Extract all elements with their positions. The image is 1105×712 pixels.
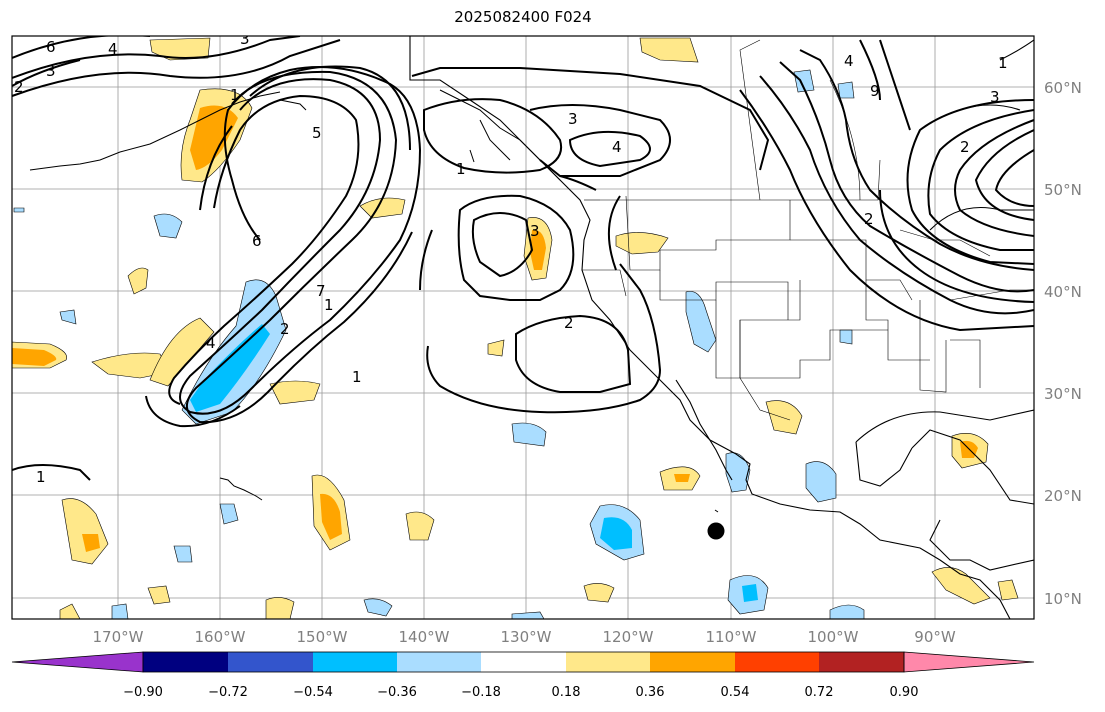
contour-label: 6 bbox=[46, 38, 56, 56]
contour-label: 1 bbox=[230, 86, 240, 104]
colorbar-segment bbox=[819, 652, 904, 672]
contour-label: 2 bbox=[564, 314, 574, 332]
colorbar-ticks: −0.90 −0.72 −0.54 −0.36 −0.18 0.18 0.36 … bbox=[123, 685, 918, 700]
contour-label: 7 bbox=[316, 282, 326, 300]
contour-label-group: 6 3 2 4 1 5 6 7 1 4 2 3 3 4 2 1 1 1 2 3 … bbox=[14, 30, 1008, 486]
contour-label: 4 bbox=[206, 334, 216, 352]
lat-tick-label: 30°N bbox=[1044, 385, 1082, 403]
lat-tick-label: 50°N bbox=[1044, 181, 1082, 199]
colorbar-segment bbox=[650, 652, 735, 672]
lat-tick-label: 60°N bbox=[1044, 79, 1082, 97]
shaded-fields bbox=[12, 37, 1019, 619]
longitude-axis: 170°W 160°W 150°W 140°W 130°W 120°W 110°… bbox=[93, 628, 956, 646]
contour-label: 4 bbox=[108, 40, 118, 58]
colorbar-tick-label: 0.18 bbox=[552, 685, 581, 700]
colorbar: −0.90 −0.72 −0.54 −0.36 −0.18 0.18 0.36 … bbox=[11, 651, 1035, 700]
colorbar-segment bbox=[313, 652, 397, 672]
state-borders bbox=[582, 39, 1034, 421]
contour-label: 3 bbox=[46, 62, 56, 80]
storm-center-marker bbox=[707, 522, 725, 540]
contour-label: 1 bbox=[456, 160, 466, 178]
map-title: 2025082400 F024 bbox=[454, 8, 592, 26]
lon-tick-label: 160°W bbox=[195, 628, 246, 646]
lon-tick-label: 120°W bbox=[603, 628, 654, 646]
colorbar-segment bbox=[566, 652, 650, 672]
colorbar-tick-label: 0.72 bbox=[805, 685, 834, 700]
lon-tick-label: 170°W bbox=[93, 628, 144, 646]
lon-tick-label: 90°W bbox=[914, 628, 956, 646]
lon-tick-label: 150°W bbox=[297, 628, 348, 646]
contour-label: 2 bbox=[14, 78, 24, 96]
lon-tick-label: 100°W bbox=[808, 628, 859, 646]
contour-label: 5 bbox=[312, 124, 322, 142]
contour-label: 2 bbox=[280, 320, 290, 338]
contour-label: 2 bbox=[864, 210, 874, 228]
contour-label: 6 bbox=[252, 232, 262, 250]
colorbar-extend-low bbox=[11, 651, 144, 673]
colorbar-tick-label: −0.90 bbox=[123, 685, 163, 700]
contour-label: 3 bbox=[530, 222, 540, 240]
colorbar-segment bbox=[143, 652, 228, 672]
contour-label: 3 bbox=[240, 30, 250, 48]
colorbar-tick-label: −0.54 bbox=[293, 685, 333, 700]
latitude-axis: 60°N 50°N 40°N 30°N 20°N 10°N bbox=[1044, 79, 1082, 608]
lon-tick-label: 110°W bbox=[706, 628, 757, 646]
plot-border bbox=[11, 35, 1035, 620]
colorbar-segment bbox=[735, 652, 819, 672]
contour-lines bbox=[12, 36, 1034, 481]
contour-label: 3 bbox=[990, 88, 1000, 106]
lon-tick-label: 140°W bbox=[399, 628, 450, 646]
plot-area bbox=[12, 36, 1034, 619]
colorbar-tick-label: 0.36 bbox=[636, 685, 665, 700]
contour-label: 4 bbox=[844, 52, 854, 70]
lon-tick-label: 130°W bbox=[501, 628, 552, 646]
colorbar-tick-label: −0.18 bbox=[461, 685, 501, 700]
contour-label: 2 bbox=[960, 138, 970, 156]
islands bbox=[29, 89, 719, 513]
contour-label: 3 bbox=[568, 110, 578, 128]
contour-label: 1 bbox=[324, 296, 334, 314]
contour-label: 9 bbox=[870, 82, 880, 100]
contour-label: 1 bbox=[352, 368, 362, 386]
colorbar-segment bbox=[228, 652, 313, 672]
contour-label: 1 bbox=[998, 54, 1008, 72]
contour-label: 1 bbox=[36, 468, 46, 486]
colorbar-tick-label: 0.54 bbox=[721, 685, 750, 700]
contour-label: 4 bbox=[612, 138, 622, 156]
lat-tick-label: 40°N bbox=[1044, 283, 1082, 301]
colorbar-tick-label: −0.36 bbox=[377, 685, 417, 700]
colorbar-segment bbox=[481, 652, 566, 672]
colorbar-extend-high bbox=[903, 651, 1035, 673]
colorbar-segment bbox=[397, 652, 481, 672]
lat-tick-label: 10°N bbox=[1044, 590, 1082, 608]
colorbar-tick-label: −0.72 bbox=[208, 685, 248, 700]
colorbar-tick-label: 0.90 bbox=[890, 685, 919, 700]
lat-tick-label: 20°N bbox=[1044, 487, 1082, 505]
